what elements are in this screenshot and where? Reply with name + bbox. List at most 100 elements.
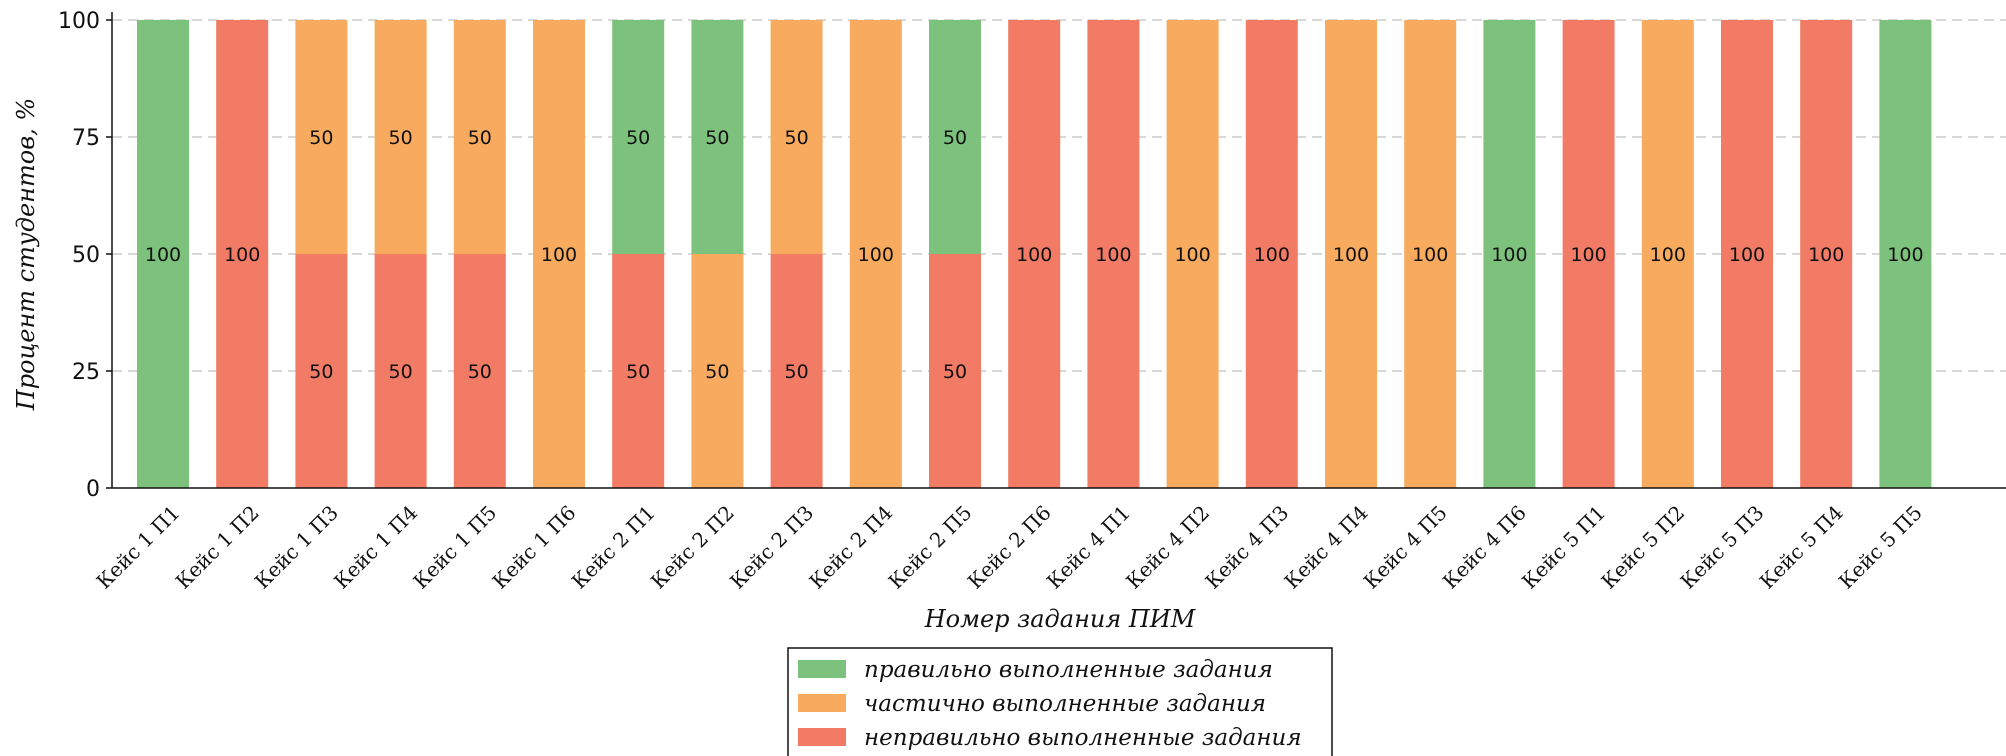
bar-segment-partial [295,20,348,254]
bar-value-label: 50 [705,361,729,383]
bar-segment-correct [691,20,744,254]
legend-box [787,647,1333,756]
bar-value-label: 50 [943,361,967,383]
bar-segment-incorrect [295,254,348,488]
bar-value-label: 100 [541,244,577,266]
bar-segment-partial [533,20,585,488]
bar-value-label: 100 [1016,244,1052,266]
bar-value-label: 100 [1174,244,1210,266]
x-tick-label: Кейс 5 П2 [1596,501,1689,594]
x-tick-label: Кейс 1 П5 [408,501,501,594]
bar-value-label: 50 [468,361,492,383]
x-tick-label: Кейс 5 П1 [1517,501,1610,594]
bar-segment-incorrect [374,254,427,488]
x-tick-label: Кейс 2 П5 [884,501,977,594]
bar-segment-incorrect [216,20,269,488]
bar-value-label: 100 [1491,244,1527,266]
bar-segment-correct [1879,20,1932,488]
bar-value-label: 50 [309,127,333,149]
bar-segment-incorrect [1008,20,1061,488]
bar-value-label: 100 [858,244,894,266]
bar-value-label: 50 [626,127,650,149]
x-tick-label: Кейс 4 П4 [1280,501,1373,594]
y-tick-label: 100 [58,9,100,34]
bar-value-label: 50 [785,361,809,383]
bar-value-label: 100 [1650,244,1686,266]
bar-value-label: 100 [1808,244,1844,266]
bar-value-label: 100 [1570,244,1606,266]
bar-segment-incorrect [770,254,823,488]
x-tick-label: Кейс 2 П4 [804,501,897,594]
bar-value-label: 50 [468,127,492,149]
x-tick-label: Кейс 1 П6 [488,501,581,594]
legend-label-partial: частично выполненные задания [864,691,1266,717]
bar-value-label: 50 [309,361,333,383]
bar-value-label: 100 [1729,244,1765,266]
x-tick-label: Кейс 1 П4 [329,501,422,594]
x-tick-label: Кейс 2 П1 [567,501,660,594]
x-tick-label: Кейс 4 П5 [1359,501,1452,594]
x-tick-label: Кейс 5 П5 [1834,501,1927,594]
bar-segment-incorrect [1562,20,1615,488]
bar-segment-incorrect [453,254,506,488]
bars: 100 100 50 50 50 50 50 50 100 50 50 50 50 50 50 100 50 50… [137,20,1932,488]
legend: правильно выполненные задания частично вы… [787,647,1333,756]
bar-segment-correct [137,20,189,488]
legend-label-incorrect: неправильно выполненные задания [864,725,1302,751]
bar-value-label: 100 [1095,244,1131,266]
legend-label-correct: правильно выполненные задания [864,657,1273,683]
bar-segment-partial [1404,20,1457,488]
x-tick-label: Кейс 5 П4 [1755,501,1848,594]
bar-segment-partial [691,254,744,488]
bar-segment-incorrect [1245,20,1298,488]
bar-segment-partial [849,20,902,488]
x-tick-label: Кейс 1 П3 [250,501,343,594]
bar-segment-partial [1325,20,1377,488]
legend-swatch-incorrect [798,728,846,746]
bar-segment-incorrect [612,254,665,488]
bar-value-label: 100 [1254,244,1290,266]
bar-value-label: 100 [1887,244,1923,266]
y-axis-title: Процент студентов, % [12,98,40,411]
bar-segment-partial [1166,20,1219,488]
y-tick-label: 75 [72,126,100,151]
bar-segment-correct [1483,20,1536,488]
bar-segment-incorrect [929,254,981,488]
x-tick-label: Кейс 1 П2 [171,501,264,594]
x-tick-label: Кейс 4 П3 [1200,501,1293,594]
x-tick-label: Кейс 4 П6 [1438,501,1531,594]
bar-segment-partial [374,20,427,254]
legend-swatch-partial [798,694,846,712]
bar-segment-correct [929,20,981,254]
y-tick-label: 25 [72,360,100,385]
x-tick-label: Кейс 1 П1 [92,501,185,594]
legend-swatch-correct [798,660,846,678]
bar-value-label: 50 [626,361,650,383]
x-tick-label: Кейс 4 П1 [1042,501,1135,594]
bar-segment-partial [770,20,823,254]
bar-segment-incorrect [1800,20,1853,488]
bar-value-label: 100 [145,244,181,266]
x-tick-label: Кейс 2 П2 [646,501,739,594]
bar-value-label: 100 [224,244,260,266]
bar-value-label: 50 [943,127,967,149]
bar-value-label: 50 [705,127,729,149]
x-tick-label: Кейс 4 П2 [1121,501,1214,594]
bar-value-label: 50 [785,127,809,149]
bar-segment-partial [1641,20,1694,488]
x-tick-label: Кейс 5 П3 [1676,501,1769,594]
y-tick-label: 0 [86,477,100,502]
x-axis-title: Номер задания ПИМ [924,605,1197,633]
bar-value-label: 50 [389,127,413,149]
y-tick-label: 50 [72,243,100,268]
bar-segment-partial [453,20,506,254]
bar-value-label: 50 [389,361,413,383]
bar-segment-incorrect [1721,20,1773,488]
bar-segment-incorrect [1087,20,1140,488]
bar-segment-correct [612,20,665,254]
x-tick-label: Кейс 2 П6 [963,501,1056,594]
bar-value-label: 100 [1412,244,1448,266]
x-tick-label: Кейс 2 П3 [725,501,818,594]
